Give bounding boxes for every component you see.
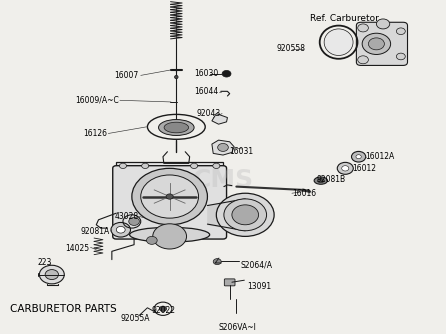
Text: S206VA~I: S206VA~I xyxy=(219,323,256,332)
Circle shape xyxy=(111,222,131,237)
Circle shape xyxy=(358,56,368,64)
Circle shape xyxy=(142,163,149,169)
Circle shape xyxy=(351,151,366,162)
Text: 92055A: 92055A xyxy=(121,314,150,323)
FancyBboxPatch shape xyxy=(356,22,408,65)
Text: 16126: 16126 xyxy=(83,129,107,138)
Circle shape xyxy=(213,259,221,265)
Text: 92043: 92043 xyxy=(197,109,221,118)
Text: 223: 223 xyxy=(37,259,52,268)
Circle shape xyxy=(166,194,173,199)
Text: S2064/A: S2064/A xyxy=(241,260,273,269)
Circle shape xyxy=(147,236,157,244)
Circle shape xyxy=(216,193,274,236)
Text: 16007: 16007 xyxy=(114,71,139,80)
Ellipse shape xyxy=(174,75,178,79)
Text: 92081B: 92081B xyxy=(316,175,346,184)
Text: 16009/A~C: 16009/A~C xyxy=(75,96,119,105)
Text: Ref. Carburetor: Ref. Carburetor xyxy=(310,14,379,23)
Text: 16012: 16012 xyxy=(352,164,376,173)
Text: 16031: 16031 xyxy=(229,147,253,156)
Circle shape xyxy=(356,155,361,159)
Text: 92081A: 92081A xyxy=(80,227,110,236)
FancyBboxPatch shape xyxy=(116,162,223,170)
Circle shape xyxy=(396,28,405,34)
Text: 43028: 43028 xyxy=(114,212,139,221)
Circle shape xyxy=(337,162,353,174)
Circle shape xyxy=(116,226,125,233)
Polygon shape xyxy=(212,114,227,124)
Circle shape xyxy=(213,163,220,169)
Text: CARBURETOR PARTS: CARBURETOR PARTS xyxy=(9,304,116,314)
Text: CMS: CMS xyxy=(192,168,254,192)
Circle shape xyxy=(218,143,228,151)
Circle shape xyxy=(342,166,349,171)
Text: 16030: 16030 xyxy=(194,69,219,78)
Ellipse shape xyxy=(317,179,324,183)
Polygon shape xyxy=(212,140,234,155)
Ellipse shape xyxy=(324,29,353,55)
Text: 14025: 14025 xyxy=(66,243,90,253)
Text: 16012A: 16012A xyxy=(365,152,395,161)
Circle shape xyxy=(159,306,166,311)
Circle shape xyxy=(222,70,231,77)
Text: 16016: 16016 xyxy=(292,189,316,198)
Circle shape xyxy=(396,53,405,60)
Text: 16044: 16044 xyxy=(194,88,219,97)
Circle shape xyxy=(153,224,186,249)
Circle shape xyxy=(368,38,384,50)
Circle shape xyxy=(45,270,58,280)
Circle shape xyxy=(358,24,368,32)
Ellipse shape xyxy=(314,177,327,184)
Ellipse shape xyxy=(164,122,189,133)
Circle shape xyxy=(224,199,267,231)
Circle shape xyxy=(362,33,391,54)
Ellipse shape xyxy=(130,227,210,242)
Circle shape xyxy=(39,265,64,284)
Circle shape xyxy=(376,19,390,29)
FancyBboxPatch shape xyxy=(113,166,227,239)
Text: 920558: 920558 xyxy=(277,44,306,53)
Circle shape xyxy=(132,168,207,225)
Circle shape xyxy=(129,217,140,225)
Circle shape xyxy=(232,205,259,225)
Text: 13091: 13091 xyxy=(248,282,272,291)
Circle shape xyxy=(120,163,127,169)
Text: 92022: 92022 xyxy=(152,306,176,315)
Ellipse shape xyxy=(158,120,194,136)
Circle shape xyxy=(141,175,198,218)
Circle shape xyxy=(190,163,198,169)
FancyBboxPatch shape xyxy=(224,279,235,286)
